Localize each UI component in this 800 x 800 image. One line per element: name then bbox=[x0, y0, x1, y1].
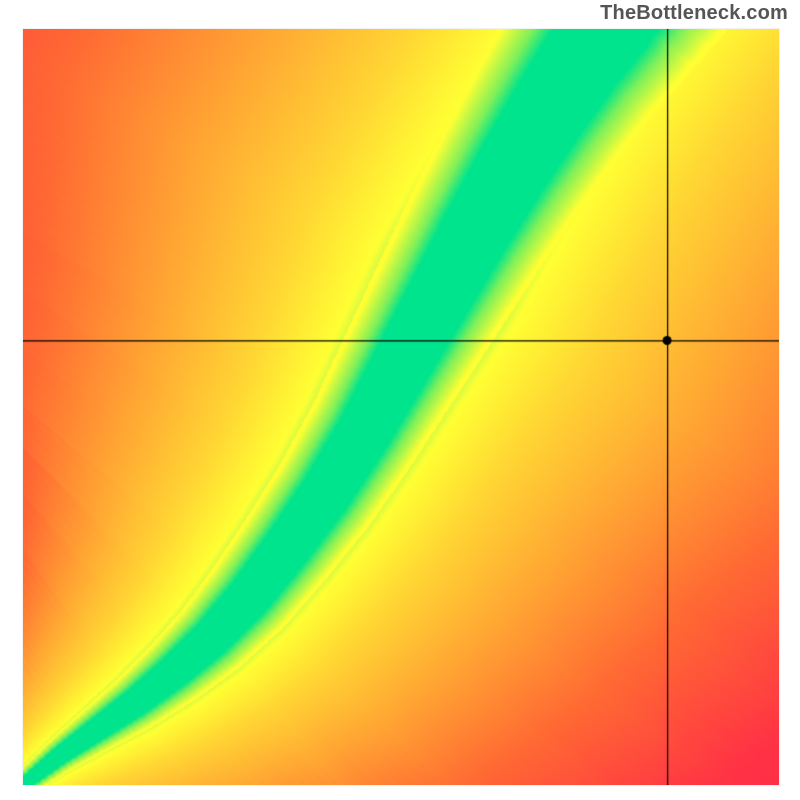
chart-container: TheBottleneck.com bbox=[0, 0, 800, 800]
watermark-text: TheBottleneck.com bbox=[600, 2, 788, 25]
heatmap-canvas bbox=[22, 28, 780, 786]
